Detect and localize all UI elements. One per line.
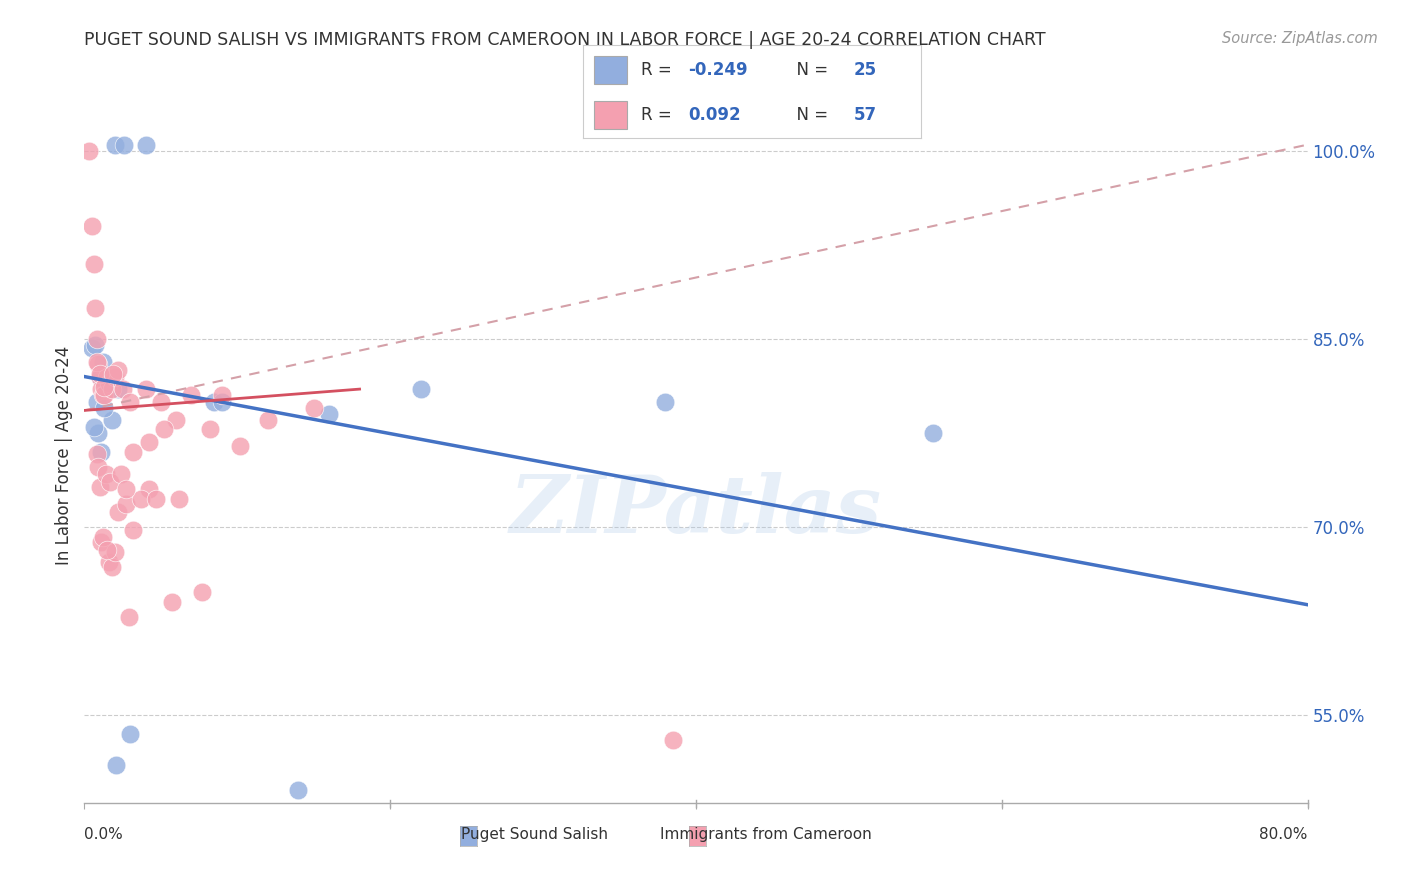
Point [112,137,135,152]
Point [96,369,118,384]
Point [101,413,124,427]
Point [129,492,152,507]
Point [287,783,309,797]
Point [91,530,114,544]
Point [160,595,183,609]
Point [302,401,325,415]
Point [83,419,105,434]
Point [101,560,124,574]
Point [104,137,127,152]
Text: N =: N = [786,106,834,124]
Point [86,394,108,409]
Point [104,369,127,384]
Point [153,422,176,436]
Point [97,376,120,390]
Text: N =: N = [786,61,834,78]
Text: -0.249: -0.249 [688,61,748,78]
Text: PUGET SOUND SALISH VS IMMIGRANTS FROM CAMEROON IN LABOR FORCE | AGE 20-24 CORREL: PUGET SOUND SALISH VS IMMIGRANTS FROM CA… [84,31,1046,49]
Point [107,505,129,519]
Point [107,363,129,377]
Point [84,338,107,352]
Point [105,758,128,772]
Point [107,382,129,396]
Text: ZIPatlas: ZIPatlas [510,472,882,549]
Y-axis label: In Labor Force | Age 20-24: In Labor Force | Age 20-24 [55,345,73,565]
Point [83,257,105,271]
Point [89,480,111,494]
Point [93,401,115,415]
Point [180,388,202,402]
Point [122,444,145,458]
Point [93,379,115,393]
Point [202,394,225,409]
Point [114,483,136,497]
Point [198,422,221,436]
Point [138,483,160,497]
Text: 57: 57 [853,106,876,124]
Point [145,492,167,507]
Point [96,542,118,557]
Point [98,475,121,489]
Text: 25: 25 [853,61,876,78]
Point [211,394,233,409]
Point [111,382,134,396]
Point [77,144,100,158]
Text: 80.0%: 80.0% [1260,827,1308,841]
Point [211,388,233,402]
Point [149,394,172,409]
Point [138,434,160,449]
Text: Source: ZipAtlas.com: Source: ZipAtlas.com [1222,31,1378,46]
Point [90,535,112,549]
Point [97,555,120,569]
Point [84,301,107,315]
Point [662,733,685,747]
Point [229,438,252,452]
Point [257,413,280,427]
Point [122,523,145,537]
Point [91,354,114,368]
Point [80,219,103,234]
Point [96,376,118,390]
Point [89,369,111,384]
Point [167,492,190,507]
Point [87,459,110,474]
Point [114,498,136,512]
Point [103,367,125,381]
Point [318,407,340,421]
Point [104,545,127,559]
Point [409,382,432,396]
Point [165,413,187,427]
Point [94,467,117,482]
Text: Puget Sound Salish: Puget Sound Salish [461,827,607,841]
Text: R =: R = [641,61,676,78]
Point [120,394,142,409]
Point [86,354,108,368]
Point [87,425,110,440]
Point [135,137,157,152]
Text: 0.0%: 0.0% [84,827,124,841]
Point [922,425,945,440]
Point [135,382,157,396]
Point [654,394,676,409]
Point [118,610,141,624]
Point [91,388,114,402]
Point [90,382,112,396]
Point [89,369,111,384]
Point [80,341,103,355]
FancyBboxPatch shape [593,101,627,129]
Point [87,357,110,371]
Point [86,447,108,461]
FancyBboxPatch shape [593,56,627,84]
Point [86,332,108,346]
Point [89,367,111,381]
Text: R =: R = [641,106,676,124]
Text: Immigrants from Cameroon: Immigrants from Cameroon [661,827,872,841]
Point [110,467,132,482]
Point [120,727,142,741]
Point [191,585,214,599]
Point [90,444,112,458]
Text: 0.092: 0.092 [688,106,741,124]
Point [93,388,115,402]
Point [101,382,124,396]
